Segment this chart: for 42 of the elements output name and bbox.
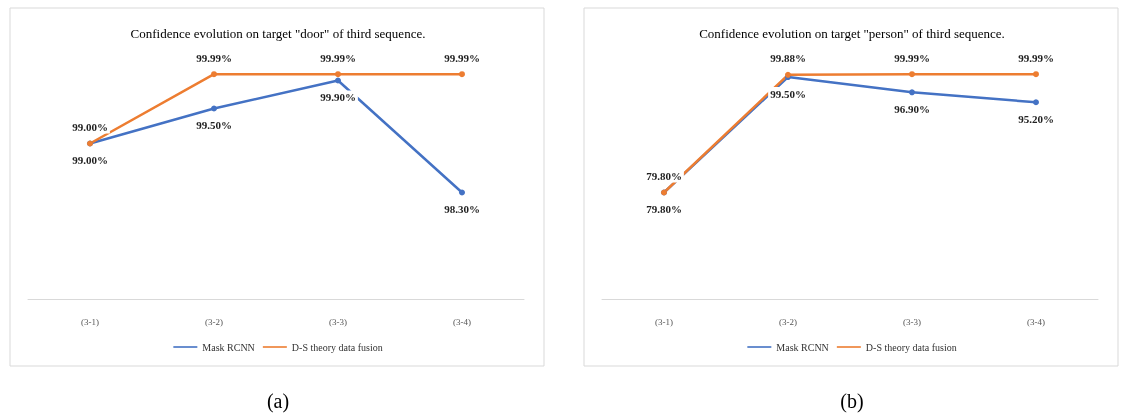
legend-label: Mask RCNN — [202, 341, 255, 353]
data-label: 99.99% — [894, 51, 930, 64]
data-label: 99.50% — [770, 87, 806, 100]
legend-label: D-S theory data fusion — [865, 341, 957, 353]
data-label: 99.50% — [196, 119, 232, 131]
x-tick-label: (3-2) — [779, 316, 797, 327]
x-tick-label: (3-2) — [205, 316, 223, 327]
data-label: 99.99% — [320, 51, 356, 64]
data-label: 99.99% — [1018, 51, 1054, 64]
x-tick-label: (3-4) — [453, 316, 471, 327]
point — [1033, 99, 1039, 106]
x-tick-label: (3-1) — [81, 316, 99, 327]
point — [335, 77, 341, 84]
chart-title: Confidence evolution on target "door" of third sequence. — [130, 26, 426, 41]
point — [909, 71, 915, 78]
x-tick-label: (3-1) — [655, 316, 673, 327]
x-tick-label: (3-3) — [329, 316, 347, 327]
data-label: 79.80% — [646, 170, 682, 183]
point — [909, 89, 915, 96]
data-label: 99.00% — [72, 121, 108, 134]
x-tick-label: (3-4) — [1027, 316, 1045, 327]
point — [1033, 71, 1039, 78]
legend-label: Mask RCNN — [776, 341, 829, 353]
point — [211, 71, 217, 78]
data-label: 99.00% — [72, 154, 108, 167]
data-label: 98.30% — [444, 203, 480, 216]
data-label: 99.90% — [320, 91, 356, 103]
data-label: 95.20% — [1018, 112, 1054, 125]
x-tick-label: (3-3) — [903, 316, 921, 327]
text: (b) — [840, 390, 864, 413]
point — [459, 189, 465, 196]
legend-label: D-S theory data fusion — [291, 341, 383, 353]
data-label: 99.99% — [196, 51, 232, 64]
data-label: 79.80% — [646, 203, 682, 216]
point — [459, 71, 465, 78]
point — [335, 71, 341, 78]
point — [211, 105, 217, 112]
data-label: 99.99% — [444, 51, 480, 64]
chart-title: Confidence evolution on target "person" of third sequence. — [699, 26, 1005, 41]
text: (a) — [266, 390, 290, 413]
data-label: 96.90% — [894, 102, 930, 115]
data-label: 99.88% — [770, 52, 806, 65]
